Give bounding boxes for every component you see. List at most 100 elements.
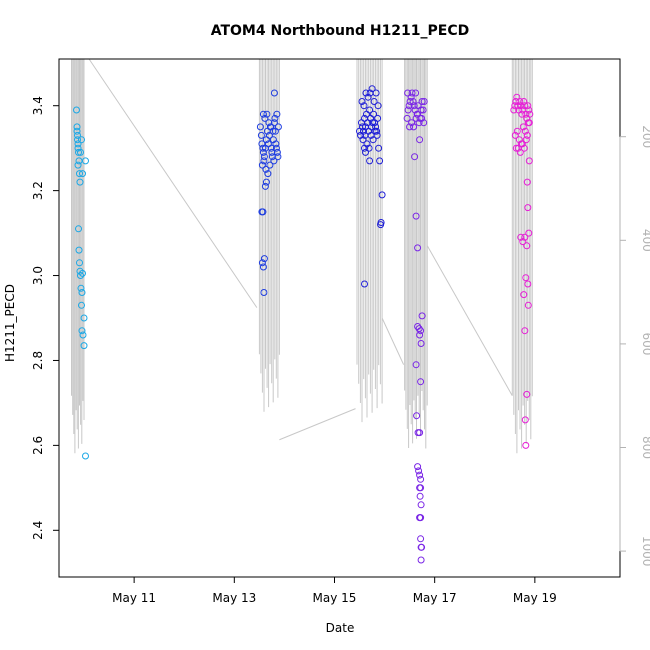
data-point [524, 301, 532, 309]
data-point [262, 178, 270, 186]
data-point [516, 148, 524, 156]
y-tick-label: 2.4 [31, 521, 45, 540]
data-point [416, 514, 424, 522]
data-point [370, 98, 378, 105]
data-point [364, 93, 372, 101]
right-tick-label: 200 [640, 125, 650, 148]
data-point [522, 441, 530, 449]
data-point [260, 153, 268, 161]
data-point [408, 119, 416, 127]
data-point [265, 131, 273, 139]
y-axis: 2.4 2.6 2.8 3.0 3.2 3.4 [31, 96, 60, 540]
x-tick-label: May 13 [212, 591, 256, 605]
data-point [362, 148, 369, 156]
data-point [412, 361, 420, 369]
x-axis-label: Date [326, 621, 355, 635]
data-point [75, 246, 83, 254]
data-point [410, 123, 418, 131]
x-tick-label: May 17 [413, 591, 457, 605]
data-point [524, 119, 532, 127]
data-point [258, 259, 266, 267]
data-point [417, 378, 425, 386]
data-point [407, 93, 415, 101]
data-point [77, 148, 84, 156]
data-point [518, 140, 526, 148]
data-point [267, 123, 275, 131]
data-point [274, 153, 282, 161]
data-point [513, 127, 521, 135]
data-point [520, 144, 528, 152]
data-point [270, 89, 278, 97]
data-point [514, 102, 522, 110]
data-point [523, 390, 531, 398]
data-point [78, 289, 86, 296]
data-point [260, 255, 268, 263]
data-point [260, 157, 268, 165]
altitude-trace [71, 58, 533, 454]
chart-title: ATOM4 Northbound H1211_PECD [211, 23, 470, 39]
x-tick-label: May 11 [112, 591, 156, 605]
data-point [418, 312, 426, 320]
data-point [517, 233, 525, 241]
data-point [75, 148, 82, 156]
y-tick-label: 3.4 [31, 96, 45, 115]
right-tick-label: 1000 [640, 536, 650, 567]
data-point [524, 102, 532, 110]
data-point [259, 148, 267, 156]
data-point [416, 136, 424, 144]
data-point [259, 208, 267, 216]
data-point [417, 535, 425, 543]
data-point [524, 280, 532, 288]
data-point [371, 127, 379, 135]
data-point [262, 165, 270, 173]
data-point [374, 102, 382, 110]
data-point [78, 327, 86, 335]
data-point [372, 123, 380, 131]
data-point [522, 136, 530, 144]
data-point [366, 106, 374, 114]
data-point [523, 178, 531, 186]
data-point [417, 501, 425, 509]
data-point [516, 98, 524, 105]
data-point [266, 161, 274, 169]
data-point [413, 412, 421, 420]
data-point [76, 178, 84, 186]
data-point [378, 191, 386, 199]
data-point [510, 106, 518, 114]
data-point [73, 127, 81, 135]
data-point [271, 114, 279, 122]
data-point [416, 331, 424, 339]
data-point [403, 114, 411, 122]
data-point [406, 123, 414, 131]
data-point [416, 492, 424, 500]
data-point [73, 123, 81, 131]
data-point [404, 89, 412, 97]
data-point [404, 106, 412, 114]
data-point [264, 170, 272, 178]
data-point [525, 106, 533, 114]
x-tick-label: May 19 [513, 591, 557, 605]
data-point [420, 98, 428, 105]
data-point [520, 291, 528, 299]
data-point [521, 102, 529, 110]
data-point [369, 136, 377, 144]
data-point [414, 463, 422, 471]
data-point [406, 98, 414, 105]
data-point [79, 331, 87, 339]
data-point [263, 110, 271, 118]
data-point [77, 284, 85, 292]
data-point [76, 170, 83, 178]
data-point [526, 110, 534, 118]
data-point [523, 131, 531, 139]
data-point [260, 289, 268, 296]
plot-frame [58, 58, 621, 578]
data-point [524, 204, 532, 212]
data-point [374, 114, 382, 122]
data-point [256, 123, 264, 131]
data-point [359, 123, 366, 131]
data-point [358, 98, 366, 105]
data-point [74, 131, 81, 139]
data-point [373, 131, 381, 139]
right-tick-label: 600 [640, 332, 650, 355]
